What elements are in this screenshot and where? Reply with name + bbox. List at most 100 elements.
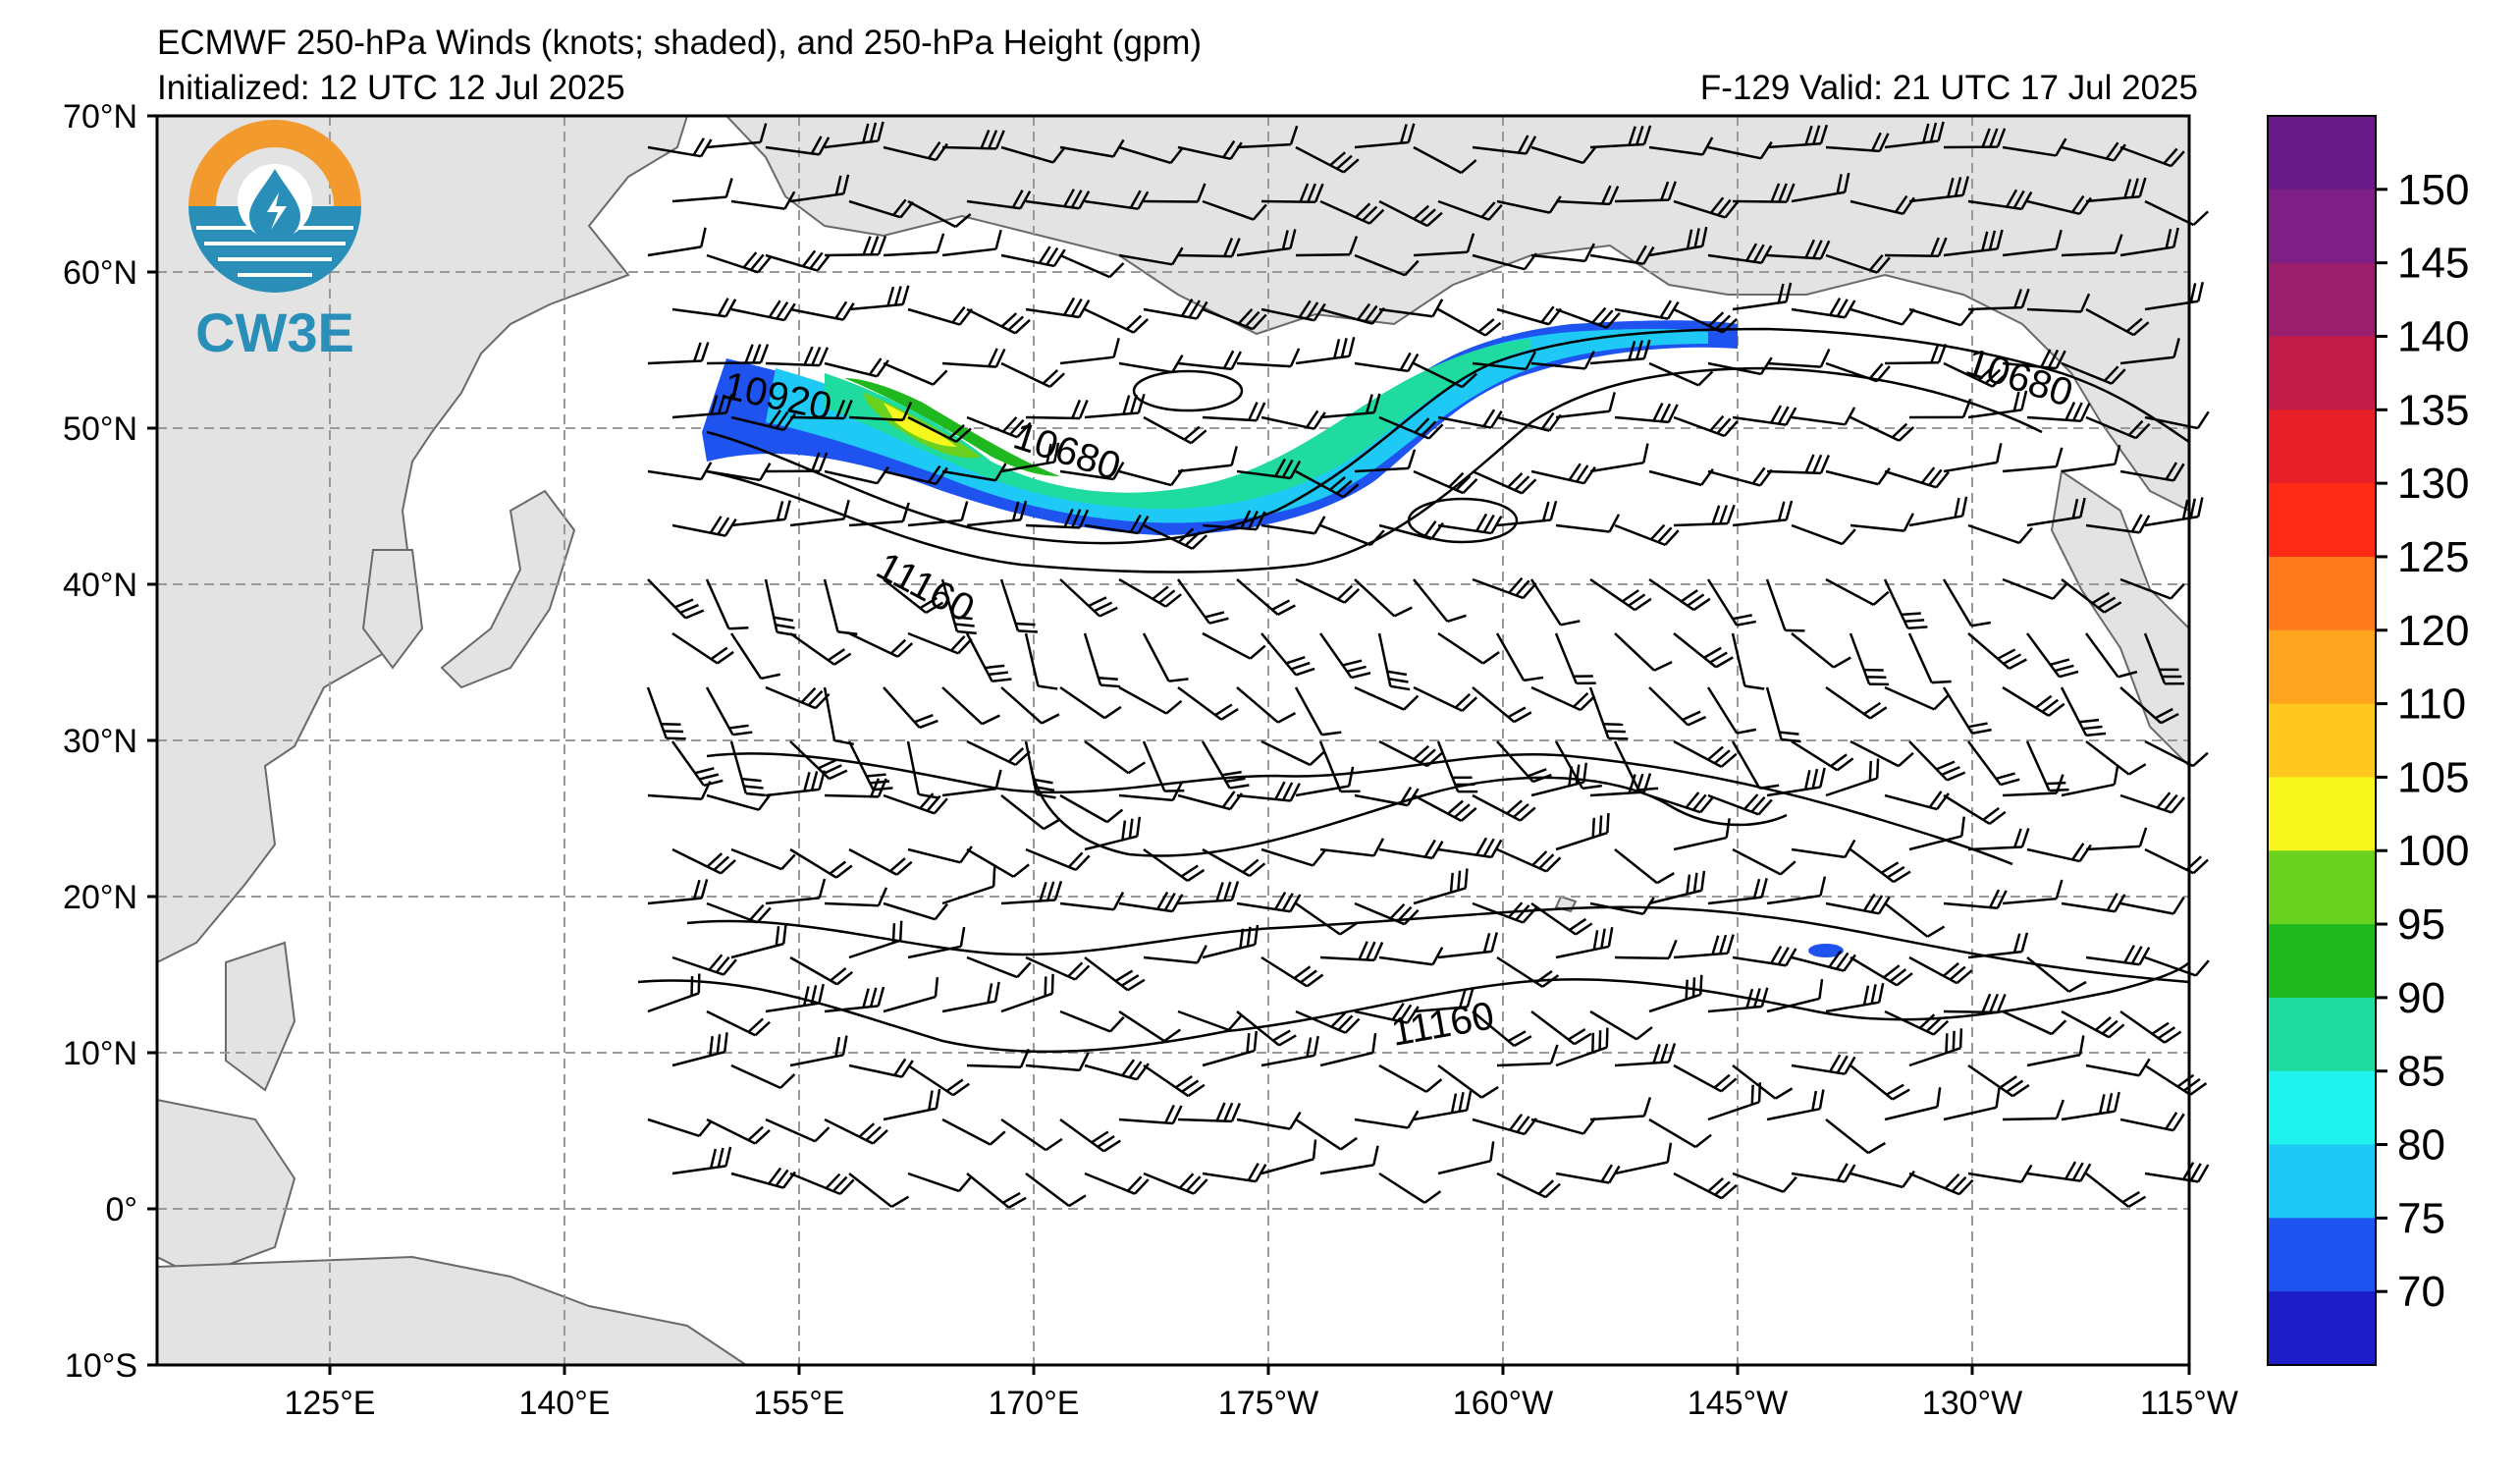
wind-barb-feather [1347,766,1355,787]
wind-barb [1496,740,1534,783]
wind-barb [1555,1172,1610,1184]
wind-barb [1791,847,1846,859]
colorbar-label: 70 [2397,1268,2445,1316]
wind-barb-feather [1707,745,1724,761]
wind-barb-feather [1686,229,1693,249]
wind-barb-feather [981,714,1000,726]
wind-barb [789,631,835,666]
wind-barb-feather [700,879,709,900]
wind-barb [1000,899,1055,905]
wind-barb [1177,145,1231,161]
wind-barb [1673,739,1723,768]
wind-barb [966,739,1017,767]
wind-barb-feather [1183,425,1201,441]
wind-barb-feather [1947,177,1955,197]
wind-barb [647,1118,700,1137]
wind-barb-feather [1067,851,1084,868]
wind-barb-feather [1449,872,1454,893]
wind-barb-feather [1862,893,1876,912]
wind-barb-feather [1136,816,1142,837]
wind-barb-feather [1281,459,1294,478]
colorbar-label: 145 [2397,240,2469,288]
wind-barb [2002,145,2057,157]
wind-barb-feather [724,394,733,413]
wind-barb-feather [1605,730,1626,734]
wind-barb-feather [1171,782,1183,801]
wind-barb [705,686,734,736]
wind-barb-feather [1685,979,1689,1000]
wind-barb-feather [1954,177,1962,197]
wind-barb [941,885,994,905]
wind-barb-feather [1343,588,1361,604]
wind-barb-feather [1506,799,1523,815]
wind-barb-feather [693,342,702,362]
wind-barb-feather [1870,895,1884,913]
cw3e-logo: CW3E [188,120,361,363]
wind-barb [883,578,928,614]
wind-barb [1791,1172,1846,1183]
wind-barb-feather [992,866,996,887]
wind-barb-feather [866,773,886,778]
wind-barb [1059,469,1114,481]
wind-barb [765,685,817,710]
wind-barb-feather [1600,928,1606,949]
wind-barb-feather [1667,1043,1677,1063]
wind-barb [1673,1172,1723,1200]
wind-barb-feather [1293,965,1312,980]
wind-barb-feather [1063,297,1076,316]
wind-barb [1589,142,1644,149]
wind-barb-feather [834,1036,841,1058]
wind-barb [883,901,936,921]
wind-barb-feather [1781,737,1801,743]
wind-barb [1025,847,1077,871]
wind-barb [1707,793,1759,816]
wind-barb-feather [1187,868,1206,882]
wind-barb-feather [1071,399,1082,419]
lon-label: 155°E [753,1385,844,1422]
wind-barb-feather [827,648,846,662]
wind-barb [1589,1009,1637,1041]
wind-barb-feather [717,517,730,535]
wind-barb-feather [1393,606,1413,618]
colorbar-swatch [2268,1291,2376,1366]
colorbar-label: 110 [2397,681,2466,729]
wind-barb-feather [700,462,713,480]
wind-barb-feather [2138,177,2147,197]
wind-barb-feather [1313,1035,1319,1057]
wind-barb [730,1064,781,1090]
wind-barb-feather [1770,405,1783,424]
wind-barb-feather [1720,752,1738,768]
wind-barb [1648,469,1702,487]
wind-barb-feather [1016,961,1032,978]
wind-barb-feather [1462,478,1478,494]
wind-barb-feather [1719,505,1729,524]
wind-barb-feather [1635,773,1644,793]
colorbar-label: 80 [2397,1121,2445,1170]
wind-barb-feather [1407,449,1417,469]
lat-label: 60°N [63,254,137,292]
wind-barb-feather [674,598,694,609]
wind-barb-feather [1642,339,1651,359]
wind-barb-feather [754,1020,771,1037]
wind-barb-feather [1958,1028,1963,1049]
wind-barb-feather [713,855,730,871]
wind-barb [2061,463,2116,473]
wind-barb-feather [1205,611,1225,619]
wind-barb-feather [1312,1139,1317,1160]
wind-barb-feather [841,302,855,321]
wind-barb [1025,955,1076,981]
wind-barb-feather [1168,678,1189,682]
wind-barb-feather [1046,881,1055,901]
wind-barb-feather [1703,646,1722,659]
wind-barb-feather [1545,856,1562,873]
wind-barb-feather [1608,736,1629,740]
wind-barb-feather [1828,950,1843,968]
wind-barb-feather [1893,870,1911,884]
wind-barb-feather [1281,893,1294,911]
wind-barb-feather [2020,932,2029,953]
wind-barb-feather [1641,897,1655,915]
wind-barb-feather [1541,974,1560,988]
wind-barb-feather [1067,961,1084,978]
wind-barb-feather [1904,619,1925,624]
wind-barb-feather [1982,806,2000,821]
